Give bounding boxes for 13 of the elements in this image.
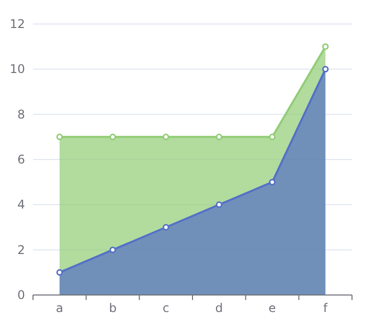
y-tick-label: 2 xyxy=(17,242,25,257)
y-tick-label: 8 xyxy=(17,107,25,122)
x-tick-label: e xyxy=(268,301,276,315)
x-tick-label: f xyxy=(323,301,328,315)
y-tick-label: 4 xyxy=(17,198,25,212)
x-tick-label: c xyxy=(162,301,170,315)
y-tick-label: 12 xyxy=(10,17,25,31)
y-tick-label: 0 xyxy=(17,288,25,302)
y-tick-label: 6 xyxy=(17,152,25,166)
x-tick-label: a xyxy=(56,301,64,315)
y-tick-label: 10 xyxy=(10,62,25,76)
x-tick-label: b xyxy=(108,301,117,315)
x-tick-label: d xyxy=(215,301,223,315)
